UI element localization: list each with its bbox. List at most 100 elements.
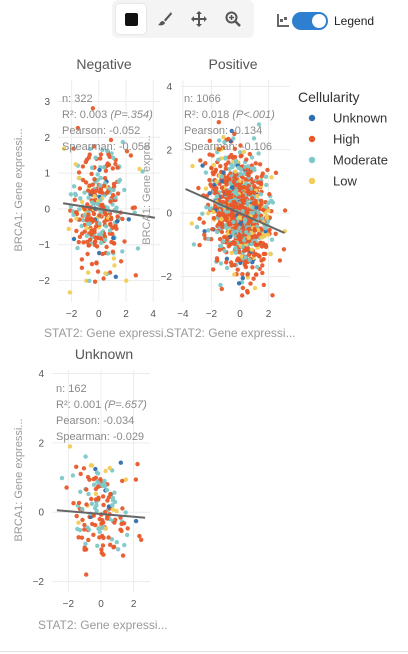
x-tick-label: 2 — [266, 309, 272, 320]
data-point — [68, 218, 74, 223]
x-axis-label: STAT2: Gene expressi... — [44, 326, 174, 340]
data-point — [97, 221, 102, 226]
data-point — [79, 231, 85, 236]
data-point — [217, 198, 222, 203]
data-point — [102, 219, 107, 224]
data-point — [139, 537, 144, 542]
data-point — [74, 513, 79, 519]
data-point — [105, 148, 110, 154]
data-point — [85, 251, 90, 257]
data-point — [123, 510, 128, 515]
data-point — [100, 147, 105, 153]
data-point — [99, 230, 104, 236]
data-point — [218, 282, 223, 288]
data-point — [87, 278, 92, 283]
data-point — [232, 262, 237, 268]
data-point — [101, 502, 106, 508]
y-tick-label: 2 — [44, 133, 50, 144]
data-point — [83, 454, 88, 459]
data-point — [211, 215, 217, 221]
data-point — [77, 186, 83, 191]
data-point — [111, 256, 117, 261]
data-point — [94, 261, 99, 266]
data-point — [140, 169, 145, 174]
data-point — [273, 170, 279, 175]
data-point — [108, 217, 114, 222]
data-point — [98, 187, 104, 192]
data-point — [75, 245, 80, 251]
data-point — [246, 221, 251, 226]
data-point — [204, 205, 209, 210]
data-point — [100, 251, 105, 257]
data-point — [232, 175, 237, 180]
pan-tool[interactable] — [184, 4, 214, 34]
x-tick-label: −2 — [63, 599, 75, 610]
data-point — [214, 179, 219, 184]
legend-switch[interactable] — [292, 12, 328, 30]
data-point — [120, 216, 125, 222]
data-point — [251, 252, 257, 258]
data-point — [216, 157, 221, 162]
data-point — [98, 152, 104, 157]
y-axis-label: BRCA1: Gene expressi... — [13, 129, 25, 252]
data-point — [203, 186, 209, 191]
data-point — [223, 191, 229, 197]
data-point — [223, 155, 228, 160]
data-point — [211, 209, 216, 215]
data-point — [219, 217, 224, 222]
data-point — [120, 139, 126, 145]
data-point — [219, 174, 224, 179]
data-point — [249, 241, 254, 247]
data-point — [114, 508, 119, 514]
data-point — [94, 244, 100, 249]
data-point — [83, 541, 88, 546]
data-point — [84, 225, 89, 231]
data-point — [61, 146, 67, 151]
data-point — [91, 532, 96, 537]
zoom-tool[interactable] — [218, 4, 248, 34]
data-point — [101, 552, 106, 557]
data-point — [106, 251, 111, 256]
x-tick-label: −2 — [66, 309, 78, 320]
data-point — [239, 153, 244, 158]
legend-label-low: Low — [333, 174, 357, 189]
data-point — [237, 221, 243, 226]
data-point — [244, 157, 249, 162]
data-point — [80, 517, 85, 523]
data-point — [112, 520, 117, 525]
data-point — [89, 496, 94, 502]
data-point — [89, 200, 95, 205]
data-point — [98, 183, 103, 188]
data-point — [85, 474, 91, 480]
data-point — [87, 183, 92, 188]
brush-tool[interactable] — [150, 4, 180, 34]
data-point — [201, 220, 206, 225]
y-tick-label: −2 — [33, 577, 45, 588]
stat-r2: R²: 0.001 (P=.657) — [56, 399, 147, 411]
data-point — [111, 235, 116, 241]
legend-toggle[interactable]: Legend — [276, 12, 374, 30]
data-point — [67, 444, 73, 449]
data-point — [252, 228, 258, 233]
data-point — [74, 464, 79, 469]
select-tool[interactable] — [116, 4, 146, 34]
data-point — [120, 506, 125, 511]
data-point — [76, 170, 82, 175]
data-point — [106, 535, 111, 540]
data-point — [101, 481, 107, 486]
scatter-panel-negative: −2 0 2 4 −2 −1 0 1 2 3 Negative STAT2: Gene express… — [13, 56, 174, 340]
data-point — [98, 240, 104, 245]
data-point — [198, 158, 203, 163]
data-point — [221, 239, 226, 244]
data-point — [265, 232, 271, 237]
data-point — [93, 497, 99, 502]
data-point — [196, 185, 201, 191]
data-point — [102, 234, 108, 239]
data-point — [253, 201, 258, 206]
data-point — [105, 205, 110, 210]
data-point — [200, 211, 205, 216]
legend-swatch-high — [308, 135, 316, 143]
data-point — [124, 278, 129, 283]
data-point — [83, 180, 89, 185]
